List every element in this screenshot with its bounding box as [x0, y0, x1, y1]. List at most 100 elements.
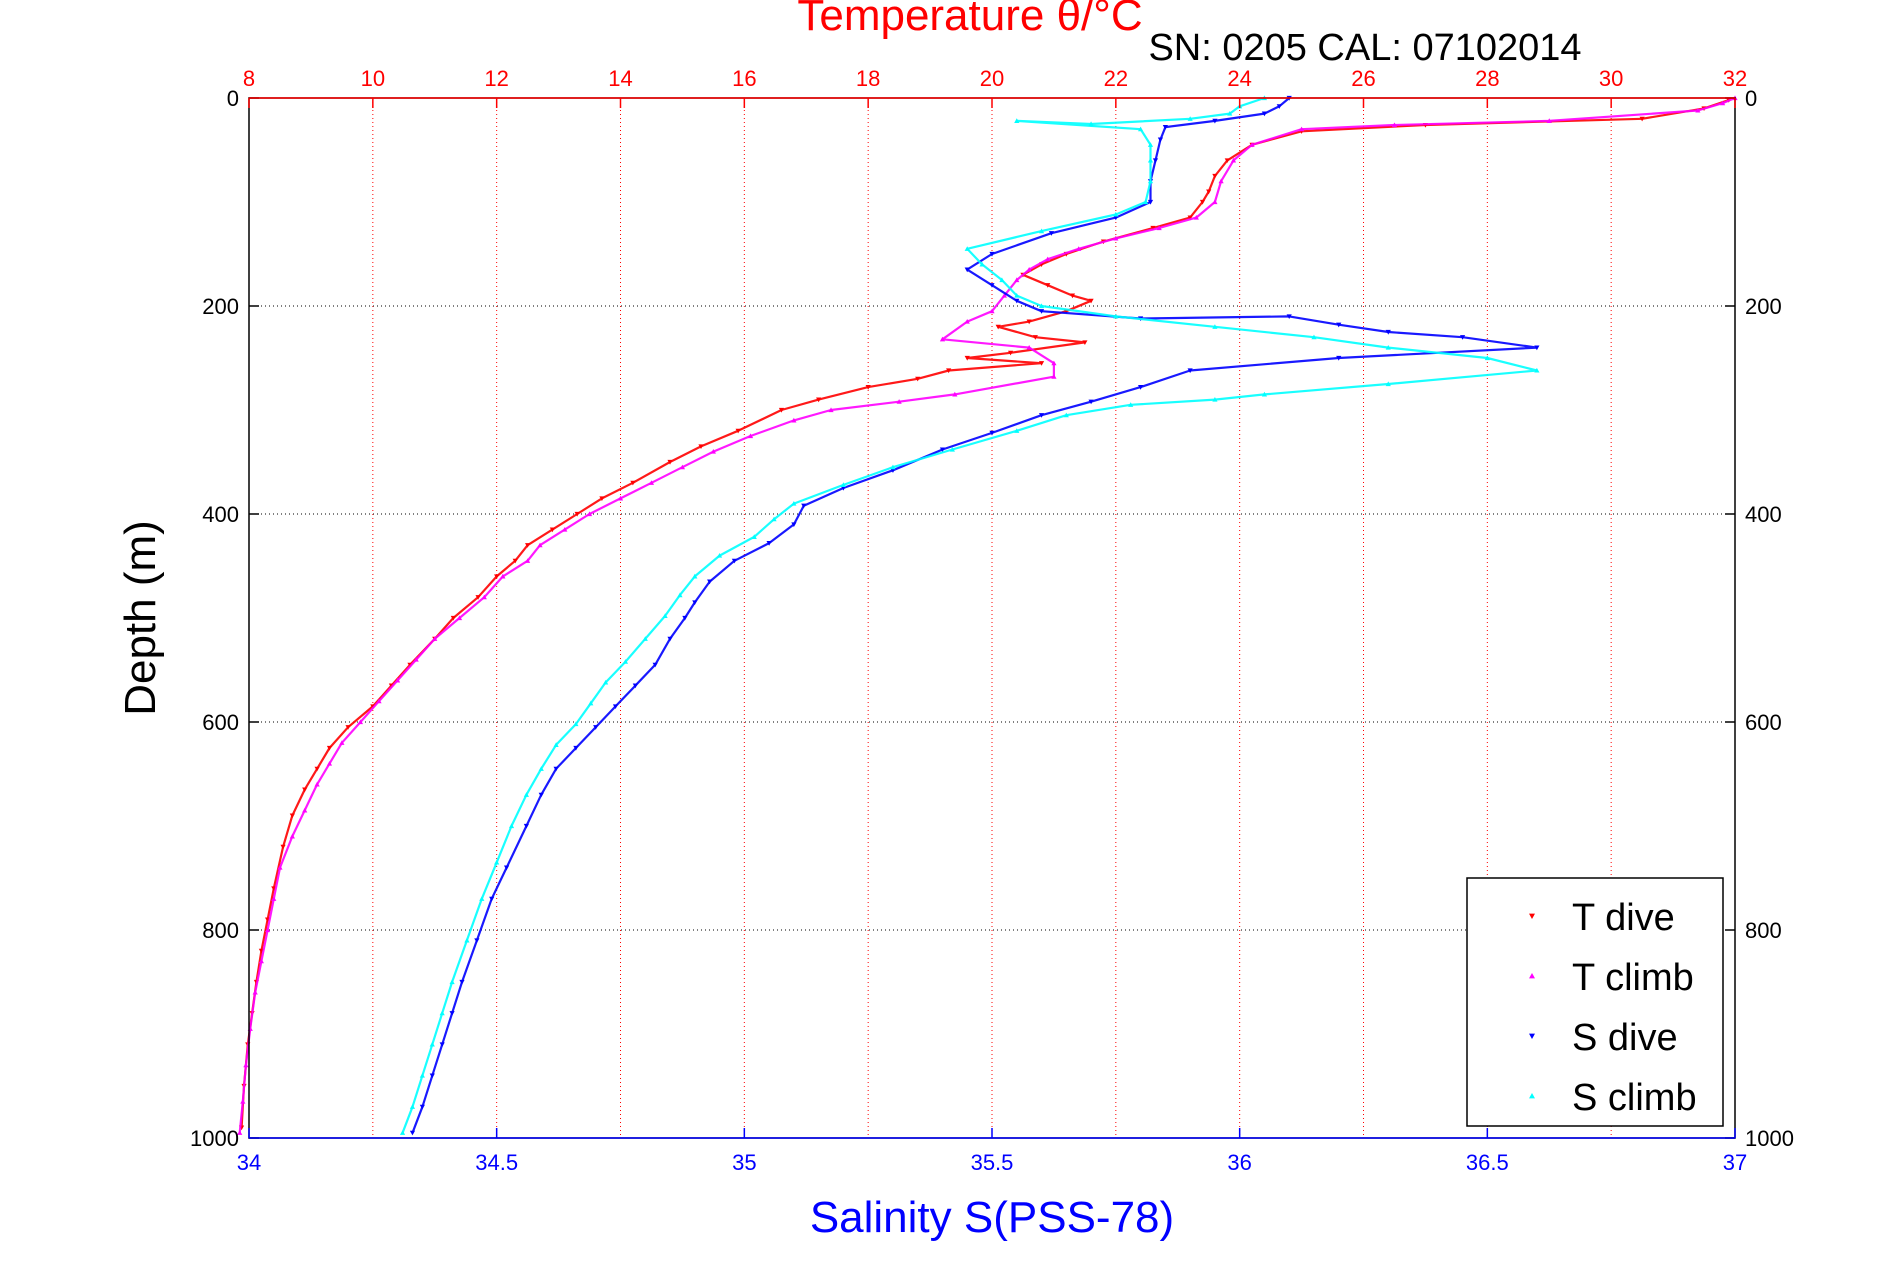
data-point: [1484, 355, 1490, 361]
tick-label-depth-right: 400: [1745, 502, 1782, 527]
data-point: [549, 527, 555, 533]
data-point: [508, 823, 515, 829]
data-point: [538, 766, 544, 771]
data-point: [1069, 293, 1076, 299]
chart-title: Temperature θ/°C: [797, 0, 1142, 40]
data-point: [326, 745, 333, 751]
data-point: [1286, 314, 1292, 319]
data-point: [716, 553, 723, 558]
data-point: [500, 573, 506, 579]
data-point: [456, 615, 463, 621]
data-point: [1534, 345, 1540, 351]
data-point: [692, 600, 698, 605]
data-point: [791, 522, 797, 527]
data-point: [413, 657, 419, 662]
data-point: [1138, 126, 1144, 132]
data-point: [523, 792, 529, 797]
data-point: [652, 662, 658, 668]
data-point: [1038, 303, 1045, 309]
chart-subtitle: SN: 0205 CAL: 07102014: [1148, 27, 1581, 69]
data-point: [474, 938, 480, 943]
legend-marker: [1529, 913, 1535, 919]
data-point: [574, 511, 580, 517]
data-point: [751, 534, 757, 539]
data-point: [1546, 118, 1552, 123]
tick-label-temperature: 16: [732, 66, 756, 91]
data-point: [1212, 118, 1218, 124]
data-point: [562, 527, 568, 532]
data-point: [890, 464, 896, 470]
tick-label-depth-right: 0: [1745, 86, 1757, 111]
data-point: [865, 385, 871, 390]
data-point: [1026, 267, 1032, 272]
data-point: [989, 430, 995, 436]
series-trace: [411, 97, 1538, 1134]
data-point: [939, 336, 946, 342]
data-point: [632, 683, 638, 689]
y-axis-label-depth: Depth (m): [116, 520, 165, 716]
data-point: [271, 896, 277, 901]
tick-label-temperature: 18: [856, 66, 880, 91]
tick-label-temperature: 20: [980, 66, 1004, 91]
data-point: [573, 745, 579, 751]
data-point: [409, 1130, 416, 1136]
data-point: [432, 636, 438, 641]
legend-marker: [1529, 1033, 1535, 1039]
data-point: [494, 574, 500, 579]
data-point: [952, 391, 958, 397]
tick-label-salinity: 34.5: [475, 1150, 518, 1175]
data-point: [667, 636, 673, 642]
data-point: [964, 267, 970, 273]
data-point: [1038, 361, 1045, 366]
data-point: [1261, 111, 1268, 117]
data-point: [979, 261, 985, 267]
data-point: [735, 428, 741, 434]
data-point: [1113, 235, 1119, 241]
data-point: [630, 480, 636, 486]
data-point: [1032, 335, 1038, 340]
data-point: [999, 277, 1005, 283]
data-point: [791, 417, 797, 423]
data-point: [345, 725, 351, 730]
data-point: [464, 937, 470, 943]
data-point: [1187, 368, 1193, 374]
data-point: [302, 787, 308, 793]
data-point: [1142, 199, 1149, 205]
data-point: [1147, 178, 1154, 184]
data-point: [450, 615, 456, 621]
data-point: [503, 865, 510, 871]
data-point: [237, 1130, 243, 1135]
data-point: [1224, 158, 1230, 163]
data-point: [553, 742, 559, 747]
tick-label-salinity: 36: [1227, 1150, 1251, 1175]
tick-label-depth-right: 800: [1745, 918, 1782, 943]
tick-label-temperature: 24: [1227, 66, 1251, 91]
data-point: [915, 376, 921, 382]
data-point: [593, 725, 599, 730]
data-point: [747, 433, 754, 439]
data-point: [1227, 111, 1233, 116]
data-point: [439, 1042, 445, 1047]
tick-label-depth-right: 1000: [1745, 1126, 1794, 1151]
data-point: [399, 1130, 406, 1135]
data-point: [682, 615, 688, 621]
data-point: [648, 480, 655, 485]
tick-label-temperature: 32: [1723, 66, 1747, 91]
data-point: [429, 1041, 435, 1047]
data-point: [302, 807, 308, 813]
data-point: [494, 859, 500, 865]
data-point: [603, 679, 609, 685]
data-point: [314, 766, 320, 772]
data-point: [692, 573, 698, 579]
data-point: [588, 700, 594, 706]
tick-label-depth-right: 600: [1745, 710, 1782, 735]
data-point: [326, 761, 333, 766]
data-point: [731, 558, 738, 564]
tick-label-temperature: 10: [361, 66, 385, 91]
data-point: [1212, 324, 1218, 329]
data-point: [949, 446, 955, 452]
tick-label-depth-left: 0: [227, 86, 239, 111]
data-point: [314, 781, 320, 787]
data-point: [523, 823, 529, 829]
tick-label-salinity: 35: [732, 1150, 756, 1175]
